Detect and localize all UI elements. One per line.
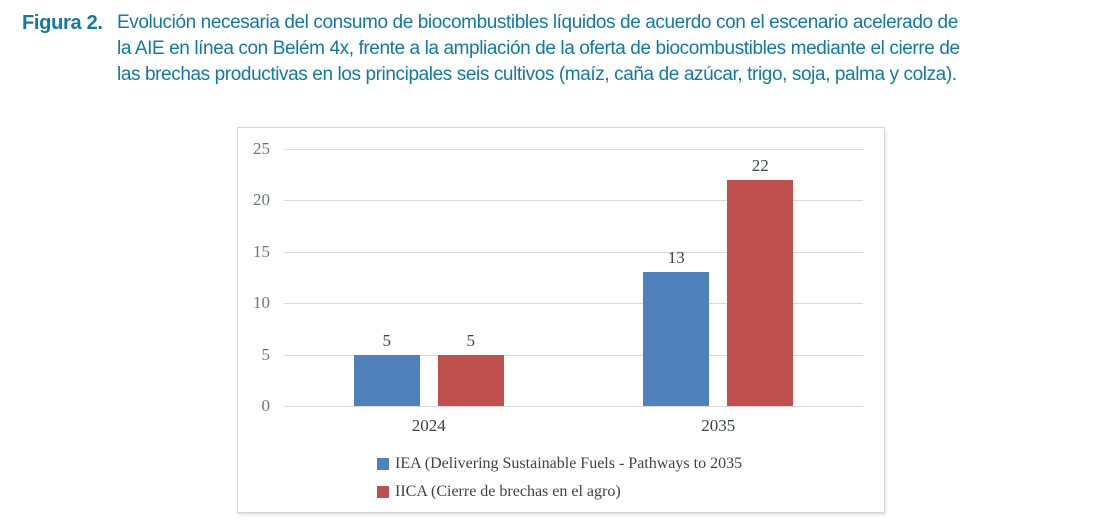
y-gridline [284,149,863,150]
bar-chart: 0 5 10 15 20 25 2024 5 5 2035 13 22 IEA (Delivering … [237,127,885,513]
y-gridline [284,354,863,356]
figure-caption-text: Evolución necesaria del consumo de bioco… [117,10,960,88]
legend-label: IEA (Delivering Sustainable Fuels - Path… [395,455,743,472]
legend-item: IEA (Delivering Sustainable Fuels - Path… [377,450,742,478]
y-tick-label: 10 [253,293,270,313]
figure-caption: Figura 2. Evolución necesaria del consum… [22,10,960,88]
y-gridline [284,303,863,305]
y-tick-label: 5 [261,344,271,364]
legend-swatch-icon [377,486,389,498]
y-tick-label: 20 [253,190,270,210]
chart-legend: IEA (Delivering Sustainable Fuels - Path… [377,450,742,506]
figure-label: Figura 2. [22,12,103,34]
y-tick-label: 25 [253,139,270,158]
bar-value-label: 13 [667,248,685,268]
bar-2024-series-1 [353,354,420,406]
y-gridline [284,200,863,202]
bar-value-label: 5 [382,330,392,350]
legend-swatch-icon [377,458,389,470]
bar-2024-series-2 [437,354,504,406]
y-tick-label: 15 [253,241,270,261]
y-gridline [284,251,863,253]
bar-2035-series-1 [643,272,710,406]
bar-value-label: 22 [751,155,769,175]
caption-line-2: la AIE en línea con Belém 4x, frente a l… [117,38,960,59]
bar-value-label: 5 [466,330,476,350]
y-tick-label: 0 [261,396,271,415]
x-axis-line [284,406,863,407]
x-category-label: 2024 [411,416,446,435]
legend-label: IICA (Cierre de brechas en el agro) [395,483,621,500]
caption-line-1: Evolución necesaria del consumo de bioco… [117,12,958,33]
x-category-label: 2035 [701,416,736,435]
legend-item: IICA (Cierre de brechas en el agro) [377,478,742,506]
caption-line-3: las brechas productivas en los principal… [117,64,957,85]
bar-2035-series-2 [727,179,794,406]
